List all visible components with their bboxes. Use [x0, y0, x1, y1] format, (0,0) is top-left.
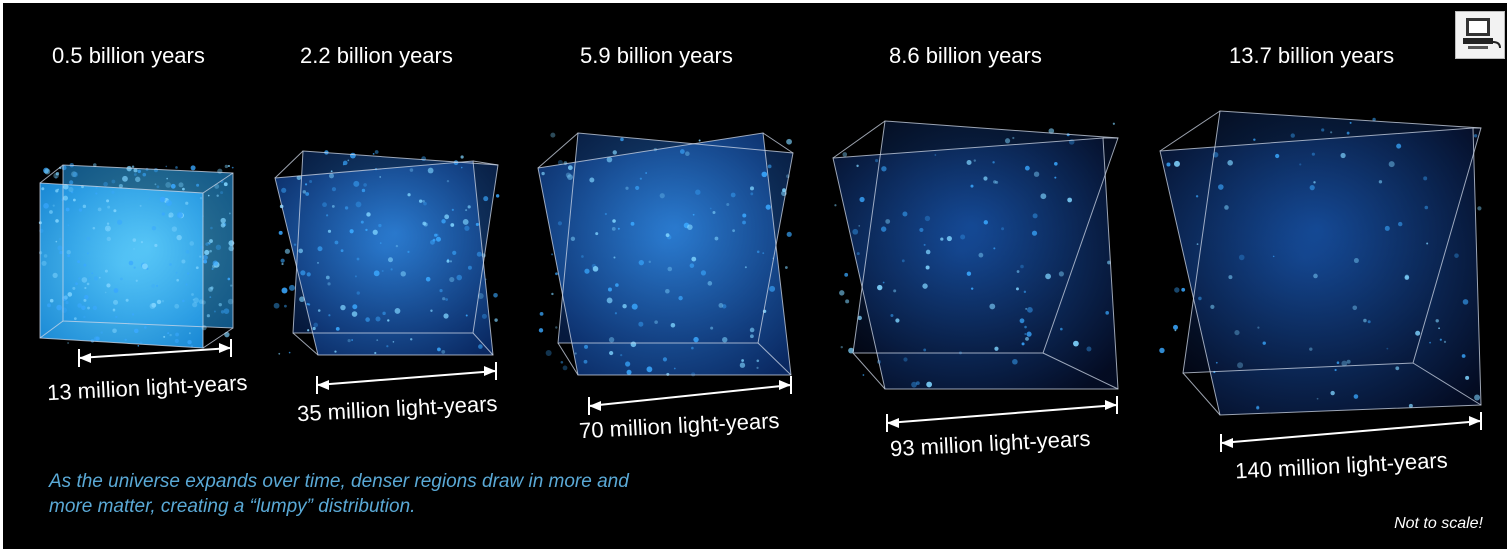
- epoch-age-4: 8.6 billion years: [889, 43, 1042, 68]
- epoch-age-5: 13.7 billion years: [1229, 43, 1395, 68]
- epoch-age-3: 5.9 billion years: [580, 43, 733, 68]
- epoch-age-1: 0.5 billion years: [52, 43, 205, 68]
- figure-panel: 0.5 billion years 2.2 billion years 5.9 …: [3, 3, 1507, 549]
- scale-note: Not to scale!: [1394, 515, 1483, 532]
- simulation-cube-3: [537, 132, 794, 415]
- simulation-cube-2: [273, 150, 500, 394]
- figure-caption: As the universe expands over time, dense…: [49, 471, 629, 517]
- computer-icon: [1455, 11, 1505, 59]
- simulation-cube-1: [38, 162, 235, 367]
- epoch-age-2: 2.2 billion years: [300, 43, 453, 68]
- simulation-cube-4: [832, 120, 1119, 432]
- simulation-cubes: [38, 110, 1482, 452]
- simulation-cube-5: [1159, 110, 1482, 452]
